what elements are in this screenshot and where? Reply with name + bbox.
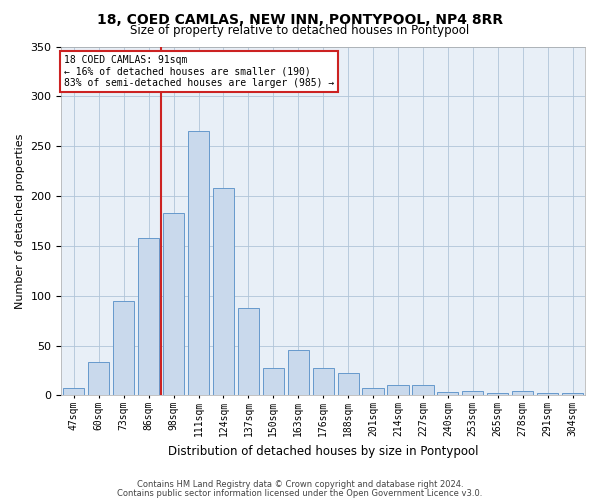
Bar — [462, 392, 484, 396]
Bar — [263, 368, 284, 396]
Bar — [238, 308, 259, 396]
Bar — [562, 394, 583, 396]
Bar — [313, 368, 334, 396]
Text: Size of property relative to detached houses in Pontypool: Size of property relative to detached ho… — [130, 24, 470, 37]
Bar — [138, 238, 159, 396]
Bar — [163, 213, 184, 396]
Bar — [88, 362, 109, 396]
Bar — [388, 386, 409, 396]
Bar — [362, 388, 383, 396]
X-axis label: Distribution of detached houses by size in Pontypool: Distribution of detached houses by size … — [168, 444, 478, 458]
Bar — [487, 394, 508, 396]
Text: Contains public sector information licensed under the Open Government Licence v3: Contains public sector information licen… — [118, 488, 482, 498]
Bar — [213, 188, 234, 396]
Bar — [287, 350, 309, 396]
Bar — [437, 392, 458, 396]
Bar — [338, 374, 359, 396]
Text: Contains HM Land Registry data © Crown copyright and database right 2024.: Contains HM Land Registry data © Crown c… — [137, 480, 463, 489]
Bar — [412, 386, 434, 396]
Text: 18, COED CAMLAS, NEW INN, PONTYPOOL, NP4 8RR: 18, COED CAMLAS, NEW INN, PONTYPOOL, NP4… — [97, 12, 503, 26]
Text: 18 COED CAMLAS: 91sqm
← 16% of detached houses are smaller (190)
83% of semi-det: 18 COED CAMLAS: 91sqm ← 16% of detached … — [64, 55, 334, 88]
Bar — [512, 392, 533, 396]
Y-axis label: Number of detached properties: Number of detached properties — [15, 133, 25, 308]
Bar — [63, 388, 85, 396]
Bar — [113, 300, 134, 396]
Bar — [537, 394, 558, 396]
Bar — [188, 131, 209, 396]
